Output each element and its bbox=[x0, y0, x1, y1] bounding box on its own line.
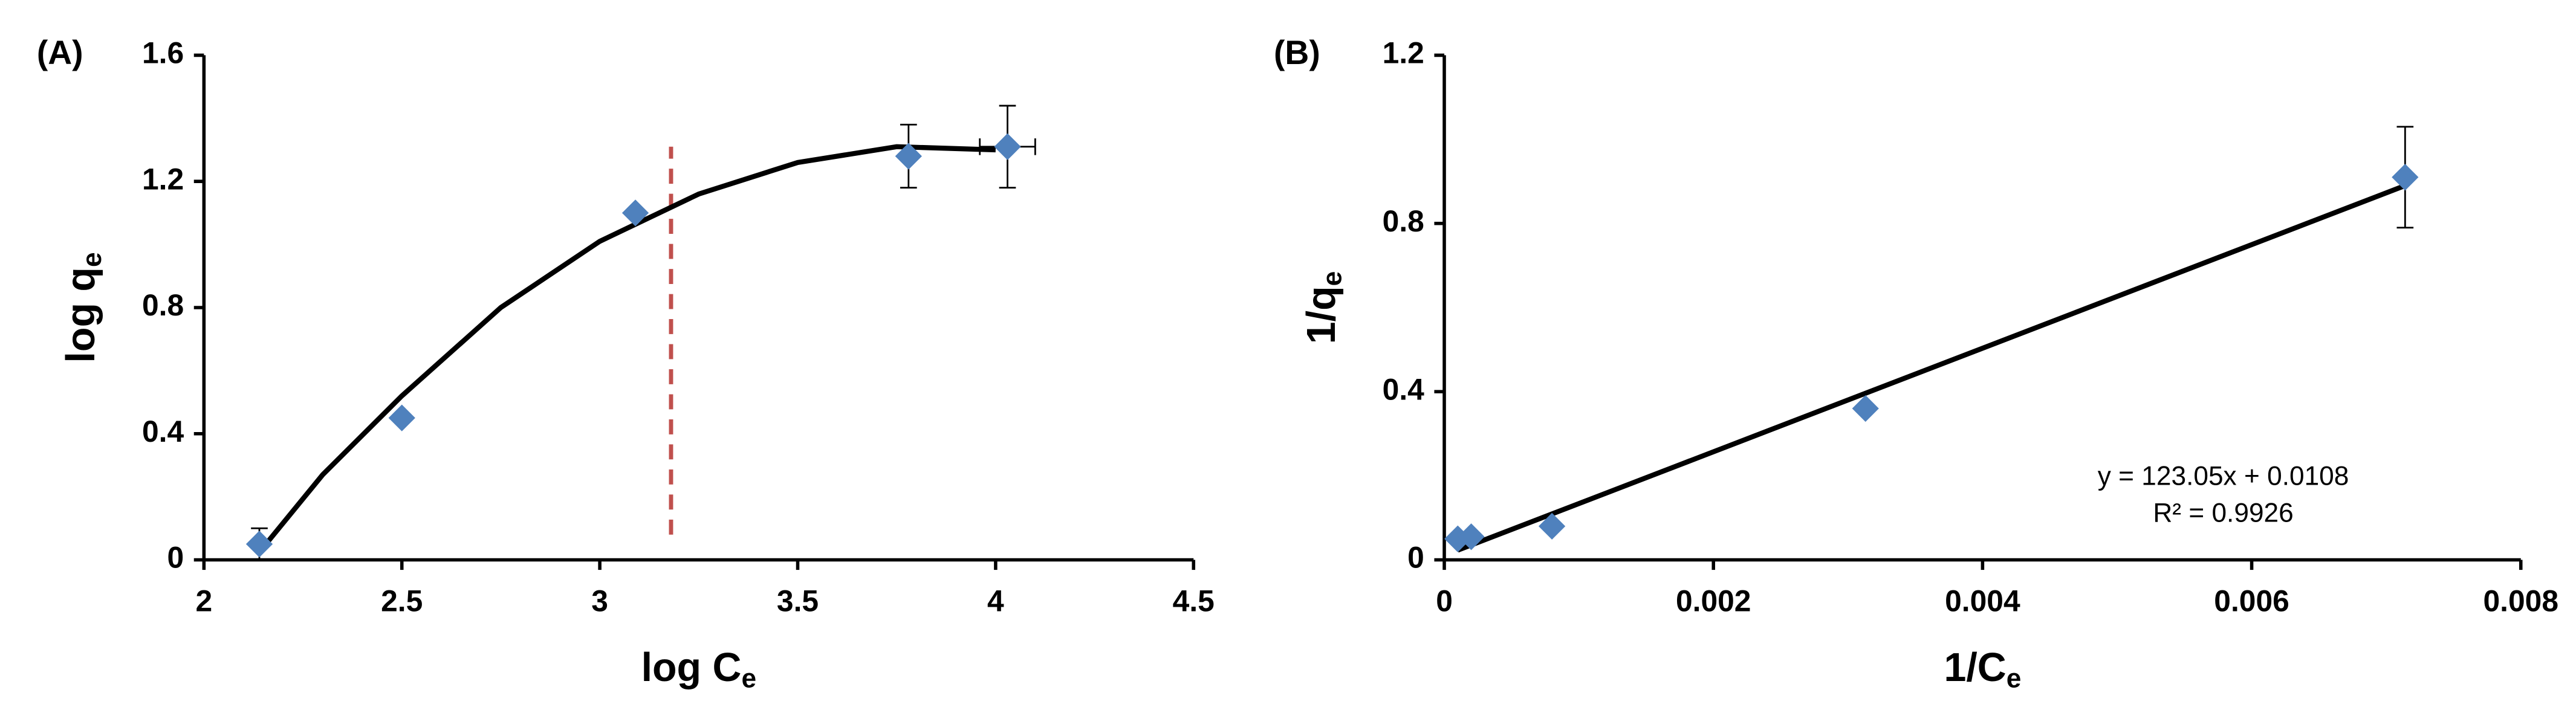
annotation: y = 123.05x + 0.0108 bbox=[2098, 462, 2349, 491]
data-point bbox=[621, 199, 649, 227]
data-point bbox=[2392, 164, 2419, 191]
y-tick-label: 0.4 bbox=[1383, 372, 1425, 406]
y-axis-title-sub: e bbox=[77, 252, 107, 267]
data-point bbox=[895, 143, 922, 170]
y-tick-label: 0 bbox=[1407, 541, 1424, 575]
annotation: R² = 0.9926 bbox=[2153, 499, 2293, 528]
y-tick-label: 1.2 bbox=[1383, 36, 1424, 70]
x-tick-label: 0.002 bbox=[1676, 584, 1751, 618]
x-tick-label: 2.5 bbox=[381, 584, 423, 618]
x-axis-title-sub: e bbox=[2007, 663, 2022, 693]
x-tick-label: 3 bbox=[591, 584, 608, 618]
y-tick-label: 1.2 bbox=[142, 162, 184, 196]
x-tick-label: 0.008 bbox=[2483, 584, 2558, 618]
y-tick-label: 0.4 bbox=[142, 415, 184, 448]
y-axis-title-text: log q bbox=[59, 267, 103, 363]
x-axis-title: log Ce bbox=[641, 645, 756, 694]
x-tick-label: 2 bbox=[195, 584, 212, 618]
x-axis-title-text: log C bbox=[641, 645, 742, 690]
x-tick-label: 0 bbox=[1436, 584, 1453, 618]
x-axis-title-text: 1/C bbox=[1944, 645, 2006, 690]
y-tick-label: 0 bbox=[167, 541, 184, 575]
y-tick-label: 1.6 bbox=[142, 36, 184, 70]
panel-label: (B) bbox=[1274, 34, 1320, 71]
y-axis-title-sub: e bbox=[1317, 271, 1347, 286]
data-point bbox=[994, 133, 1021, 160]
x-tick-label: 0.006 bbox=[2214, 584, 2289, 618]
x-tick-label: 4.5 bbox=[1173, 584, 1215, 618]
x-tick-label: 0.004 bbox=[1945, 584, 2020, 618]
y-axis-title: log qe bbox=[59, 252, 107, 363]
data-point bbox=[245, 531, 273, 558]
x-axis-title-sub: e bbox=[741, 663, 756, 693]
data-point bbox=[1538, 512, 1566, 540]
y-tick-label: 0.8 bbox=[1383, 204, 1424, 238]
panel-label: (A) bbox=[37, 34, 83, 71]
y-axis-title: 1/qe bbox=[1299, 271, 1347, 344]
y-tick-label: 0.8 bbox=[142, 288, 184, 322]
trendline bbox=[1456, 183, 2406, 553]
data-point bbox=[388, 404, 415, 431]
x-axis-title: 1/Ce bbox=[1944, 645, 2021, 694]
trendline bbox=[261, 144, 996, 549]
x-tick-label: 3.5 bbox=[777, 584, 819, 618]
y-axis-title-text: 1/q bbox=[1299, 286, 1343, 344]
data-point bbox=[1852, 395, 1879, 422]
x-tick-label: 4 bbox=[987, 584, 1004, 618]
